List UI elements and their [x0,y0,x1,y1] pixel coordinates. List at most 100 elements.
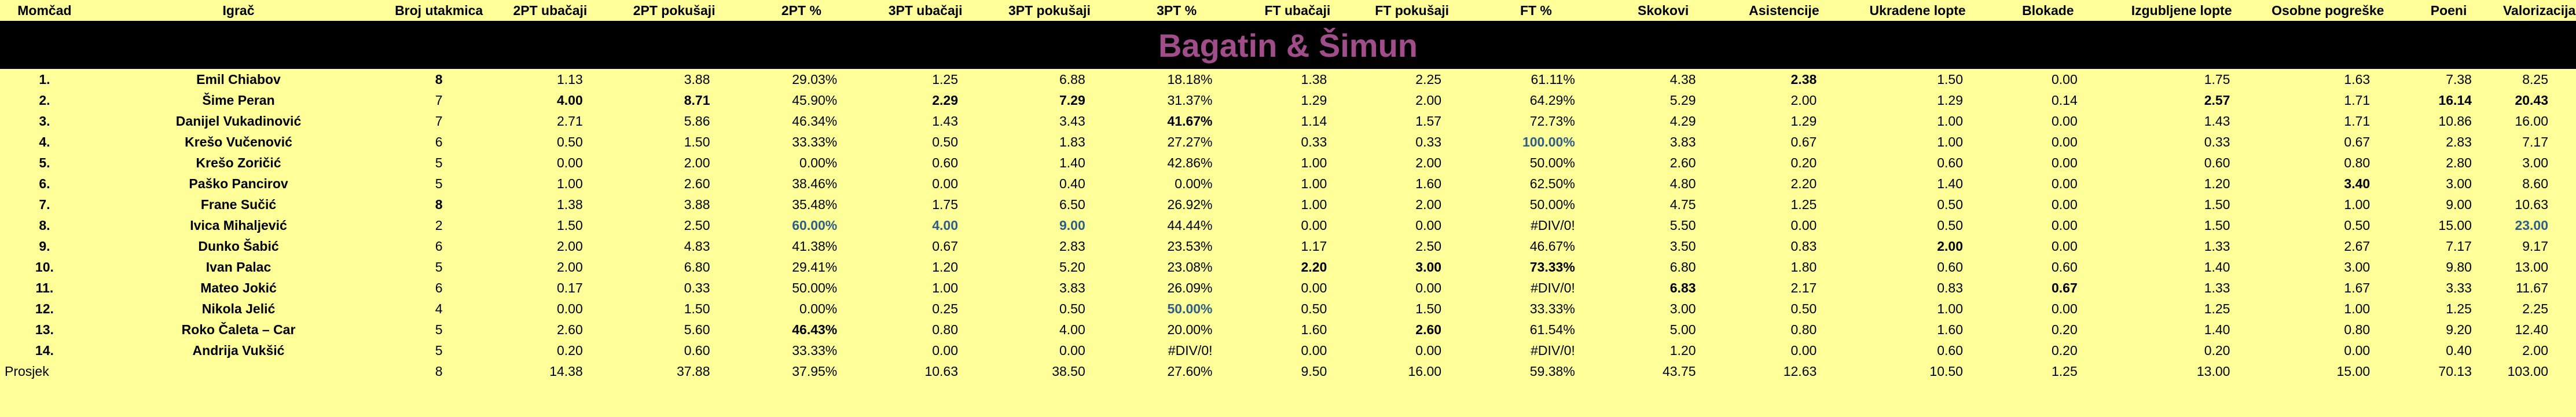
stat-cell: 1.17 [1240,236,1355,257]
stat-cell: 1.29 [1723,111,1845,131]
column-header[interactable]: FT % [1469,0,1603,22]
stat-cell: 1.50 [1844,69,1991,90]
stat-cell: 50.00% [1469,194,1603,215]
stat-cell: 1.60 [1844,319,1991,340]
stat-cell: 2.00 [490,257,611,277]
stat-cell: 5 [388,257,490,277]
stat-cell: 2 [388,215,490,236]
column-header[interactable]: 3PT pokušaji [986,0,1113,22]
stat-cell: 0.67 [1723,131,1845,152]
stat-cell: 0.00% [737,298,865,319]
stat-cell: 3.83 [986,277,1113,298]
stat-cell: 33.33% [737,340,865,361]
column-header[interactable]: Izgubljene lopte [2105,0,2258,22]
stat-cell: 50.00% [737,277,865,298]
column-header[interactable]: 2PT ubačaji [490,0,611,22]
stat-cell: 23.53% [1113,236,1241,257]
stat-cell: 1.00 [1240,173,1355,194]
team-banner-row: Bagatin & Šimun [0,21,2576,69]
column-header[interactable]: Osobne pogreške [2258,0,2398,22]
column-header[interactable]: 3PT % [1113,0,1241,22]
column-header[interactable]: Asistencije [1723,0,1845,22]
stat-cell: 0.00% [737,152,865,173]
stat-cell: 1.50 [2105,215,2258,236]
stat-cell: 4 [388,298,490,319]
stat-cell: 6.50 [986,194,1113,215]
rank-cell: 7. [0,194,89,215]
stat-cell: 1.83 [986,131,1113,152]
rank-cell: 4. [0,131,89,152]
stat-cell: 2.83 [2398,131,2500,152]
stat-cell: 100.00% [1469,131,1603,152]
stat-cell: 1.20 [865,257,986,277]
stat-cell: 6.80 [610,257,738,277]
stat-cell: 41.67% [1113,111,1241,131]
column-header[interactable]: Poeni [2398,0,2500,22]
table-row: 6. Paško Pancirov 5 1.00 2.60 38.46% 0.00 0.40 0… [0,173,2576,194]
table-row: 9. Dunko Šabić 6 2.00 4.83 41.38% 0.67 2.83 23.5… [0,236,2576,257]
stat-cell: 0.00 [1723,215,1845,236]
player-name: Šime Peran [89,90,388,111]
stat-cell: 0.00 [1240,340,1355,361]
stat-cell: 0.80 [2258,152,2398,173]
stat-cell: 5.50 [1602,215,1724,236]
stat-cell: 0.20 [1990,319,2105,340]
column-header[interactable]: Skokovi [1602,0,1724,22]
stat-cell: 0.50 [1844,215,1991,236]
table-row: 1. Emil Chiabov 8 1.13 3.88 29.03% 1.25 6.88 18.… [0,69,2576,90]
stat-cell: 0.00 [1990,298,2105,319]
stat-cell: 0.20 [2105,340,2258,361]
column-header[interactable]: Broj utakmica [388,0,490,22]
stat-cell: 0.33 [1240,131,1355,152]
player-name: Mateo Jokić [89,277,388,298]
stat-cell: 0.50 [1240,298,1355,319]
rank-cell: 2. [0,90,89,111]
stat-cell: 5 [388,152,490,173]
stat-cell: 6.80 [1602,257,1724,277]
stat-cell: 1.50 [1355,298,1470,319]
average-cell: 10.50 [1844,361,1991,382]
stat-cell: 18.18% [1113,69,1241,90]
stat-cell: 0.00 [1990,236,2105,257]
stat-cell: 10.86 [2398,111,2500,131]
stat-cell: 2.17 [1723,277,1845,298]
stat-cell: 1.38 [1240,69,1355,90]
stat-cell: 7.38 [2398,69,2500,90]
column-header[interactable]: Ukradene lopte [1844,0,1991,22]
player-name: Roko Čaleta – Car [89,319,388,340]
column-header[interactable]: 3PT ubačaji [865,0,986,22]
stat-cell: 1.60 [1355,173,1470,194]
stat-cell: 2.50 [1355,236,1470,257]
stat-cell: 2.71 [490,111,611,131]
stat-cell: 4.80 [1602,173,1724,194]
stat-cell: 0.00 [1990,69,2105,90]
column-header[interactable]: Momčad [0,0,89,22]
stat-cell: 61.11% [1469,69,1603,90]
column-header[interactable]: Valorizacija [2499,0,2576,22]
column-header[interactable]: 2PT pokušaji [610,0,738,22]
table-row: 5. Krešo Zoričić 5 0.00 2.00 0.00% 0.60 1.40 42.… [0,152,2576,173]
column-header[interactable]: 2PT % [737,0,865,22]
rank-cell: 6. [0,173,89,194]
column-header[interactable]: Igrač [89,0,388,22]
column-header[interactable]: Blokade [1990,0,2105,22]
stat-cell: 0.80 [1723,319,1845,340]
rank-cell: 9. [0,236,89,257]
player-name: Paško Pancirov [89,173,388,194]
stat-cell: 8 [388,69,490,90]
stat-cell: 2.29 [865,90,986,111]
stat-cell: 0.50 [2258,215,2398,236]
stat-cell: 0.00 [1990,152,2105,173]
rank-cell: 14. [0,340,89,361]
table-row: 13. Roko Čaleta – Car 5 2.60 5.60 46.43% 0.80 4… [0,319,2576,340]
stat-cell: 6 [388,236,490,257]
column-header[interactable]: FT pokušaji [1355,0,1470,22]
stat-cell: 2.00 [1355,90,1470,111]
stat-cell: #DIV/0! [1469,215,1603,236]
stat-cell: 0.14 [1990,90,2105,111]
stat-cell: 6.88 [986,69,1113,90]
stat-cell: 23.00 [2499,215,2576,236]
stat-cell: 23.08% [1113,257,1241,277]
column-header[interactable]: FT ubačaji [1240,0,1355,22]
stat-cell: 3.33 [2398,277,2500,298]
